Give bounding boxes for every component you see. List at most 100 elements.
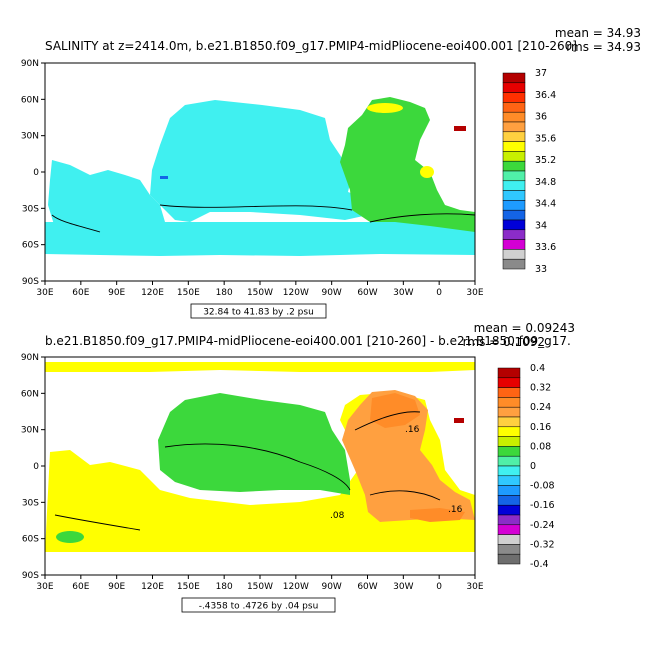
top-lat-label: 60N: [21, 95, 39, 105]
top-lon-label: 180: [216, 288, 233, 298]
top-lat-label: 0: [33, 168, 39, 178]
top-colorbar-swatch: [502, 102, 526, 113]
bottom-colorbar-label: 0.24: [530, 402, 551, 413]
bottom-colorbar-swatch: [497, 377, 521, 388]
bottom-range-box: [181, 597, 336, 613]
bottom-contour-label-1: .16: [405, 425, 420, 435]
bottom-lat-label: 30S: [22, 498, 39, 508]
bottom-lon-label: 60W: [357, 582, 377, 592]
top-colorbar-swatch: [502, 239, 526, 250]
top-colorbar-label: 33: [535, 264, 547, 275]
bottom-colorbar-swatch: [497, 397, 521, 408]
bottom-arctic-anomaly: [45, 362, 475, 372]
top-lat-axis: 90N 60N 30N 0 30S 60S 90S: [21, 59, 45, 287]
top-colorbar-label: 35.6: [535, 133, 556, 144]
bottom-lon-label: 120E: [141, 582, 164, 592]
bottom-colorbar-swatch: [497, 544, 521, 555]
top-title: SALINITY at z=2414.0m, b.e21.B1850.f09_g…: [45, 39, 577, 53]
top-southern-salinity: [45, 222, 475, 256]
bottom-lon-label: 30W: [393, 582, 413, 592]
bottom-colorbar-swatch: [497, 426, 521, 437]
bottom-colorbar-swatch: [497, 446, 521, 457]
top-colorbar-swatch: [502, 151, 526, 162]
top-colorbar-label: 35.2: [535, 155, 556, 166]
bottom-lon-label: 90E: [108, 582, 125, 592]
top-colorbar-label: 33.6: [535, 242, 556, 253]
top-colorbar-label: 34.8: [535, 177, 556, 188]
bottom-lat-label: 90S: [22, 571, 39, 581]
top-colorbar: 37 36.4 36 35.6 35.2 34.8 34.4 34 33.6 33: [502, 68, 556, 275]
bottom-map-field: .16 .08 .16: [45, 357, 475, 575]
top-range-label: 32.84 to 41.83 by .2 psu: [203, 308, 314, 318]
bottom-colorbar-label: -0.08: [530, 481, 555, 492]
top-atlantic-salinity: [340, 97, 475, 232]
top-colorbar-swatch: [502, 141, 526, 152]
bottom-title: b.e21.B1850.f09_g17.PMIP4-midPliocene-eo…: [45, 334, 571, 348]
top-colorbar-swatch: [502, 209, 526, 221]
top-panel: SALINITY at z=2414.0m, b.e21.B1850.f09_g…: [21, 26, 641, 319]
bottom-lat-label: 30N: [21, 426, 39, 436]
bottom-lon-label: 0: [436, 582, 442, 592]
bottom-contour-southern: [54, 514, 141, 531]
bottom-contour-pacific: [164, 443, 351, 491]
top-pacific-salinity: [150, 100, 375, 222]
bottom-lon-label: 30E: [36, 582, 53, 592]
top-contour-indian: [51, 214, 101, 233]
top-lon-label: 60W: [357, 288, 377, 298]
top-lon-label: 30W: [393, 288, 413, 298]
bottom-southern-green-cell: [56, 531, 84, 543]
bottom-colorbar-swatch: [497, 485, 521, 496]
bottom-atlantic-anomaly: [342, 390, 475, 522]
bottom-lon-label: 150W: [247, 582, 273, 592]
top-lat-label: 30S: [22, 204, 39, 214]
bottom-colorbar-label: -0.4: [530, 559, 549, 570]
top-colorbar-label: 37: [535, 68, 547, 79]
bottom-panel: b.e21.B1850.f09_g17.PMIP4-midPliocene-eo…: [21, 321, 575, 613]
bottom-lon-label: 60E: [72, 582, 89, 592]
top-south-atlantic-high: [420, 166, 434, 178]
bottom-colorbar-label: -0.16: [530, 500, 555, 511]
bottom-north-atlantic-peak: [370, 393, 420, 428]
top-lon-label: 30E: [466, 288, 483, 298]
bottom-mediterranean-outflow: [454, 418, 464, 423]
top-lat-label: 30N: [21, 132, 39, 142]
bottom-colorbar-label: -0.32: [530, 539, 555, 550]
bottom-lat-label: 60N: [21, 389, 39, 399]
top-lon-label: 0: [436, 288, 442, 298]
bottom-colorbar-swatch: [497, 524, 521, 535]
bottom-lon-label: 30E: [466, 582, 483, 592]
top-colorbar-swatch: [502, 229, 526, 240]
bottom-colorbar-label: 0.16: [530, 422, 551, 433]
top-lat-label: 90N: [21, 59, 39, 69]
top-indonesian-spot: [160, 176, 168, 179]
bottom-colorbar-swatch: [497, 504, 521, 516]
bottom-colorbar: 0.4 0.32 0.24 0.16 0.08 0 -0.08 -0.16 -0.24 -0.32…: [497, 363, 555, 570]
bottom-lon-label: 90W: [321, 582, 341, 592]
top-north-atlantic-high: [367, 103, 403, 113]
top-colorbar-swatch: [502, 180, 526, 191]
top-colorbar-swatch: [502, 111, 526, 123]
bottom-lat-label: 60S: [22, 535, 39, 545]
top-colorbar-swatch: [502, 92, 526, 103]
top-mediterranean-outflow: [454, 126, 466, 131]
top-lon-label: 150W: [247, 288, 273, 298]
bottom-contour-south-atlantic: [369, 490, 441, 501]
top-lon-label: 150E: [177, 288, 200, 298]
bottom-colorbar-swatch: [497, 534, 521, 545]
top-colorbar-swatch: [502, 170, 526, 182]
bottom-mean-label: mean = 0.09243: [474, 321, 575, 335]
top-colorbar-swatch: [502, 121, 526, 133]
top-lat-label: 90S: [22, 277, 39, 287]
bottom-colorbar-label: -0.24: [530, 520, 555, 531]
bottom-range-label: -.4358 to .4726 by .04 psu: [199, 602, 319, 612]
top-lon-label: 90E: [108, 288, 125, 298]
bottom-colorbar-label: 0.4: [530, 363, 545, 374]
top-lon-label: 120W: [283, 288, 309, 298]
bottom-lon-label: 150E: [177, 582, 200, 592]
top-mean-label: mean = 34.93: [555, 26, 641, 40]
bottom-southern-peak: [410, 508, 465, 522]
bottom-lon-label: 120W: [283, 582, 309, 592]
top-colorbar-swatch: [502, 131, 526, 142]
top-lon-label: 30E: [36, 288, 53, 298]
